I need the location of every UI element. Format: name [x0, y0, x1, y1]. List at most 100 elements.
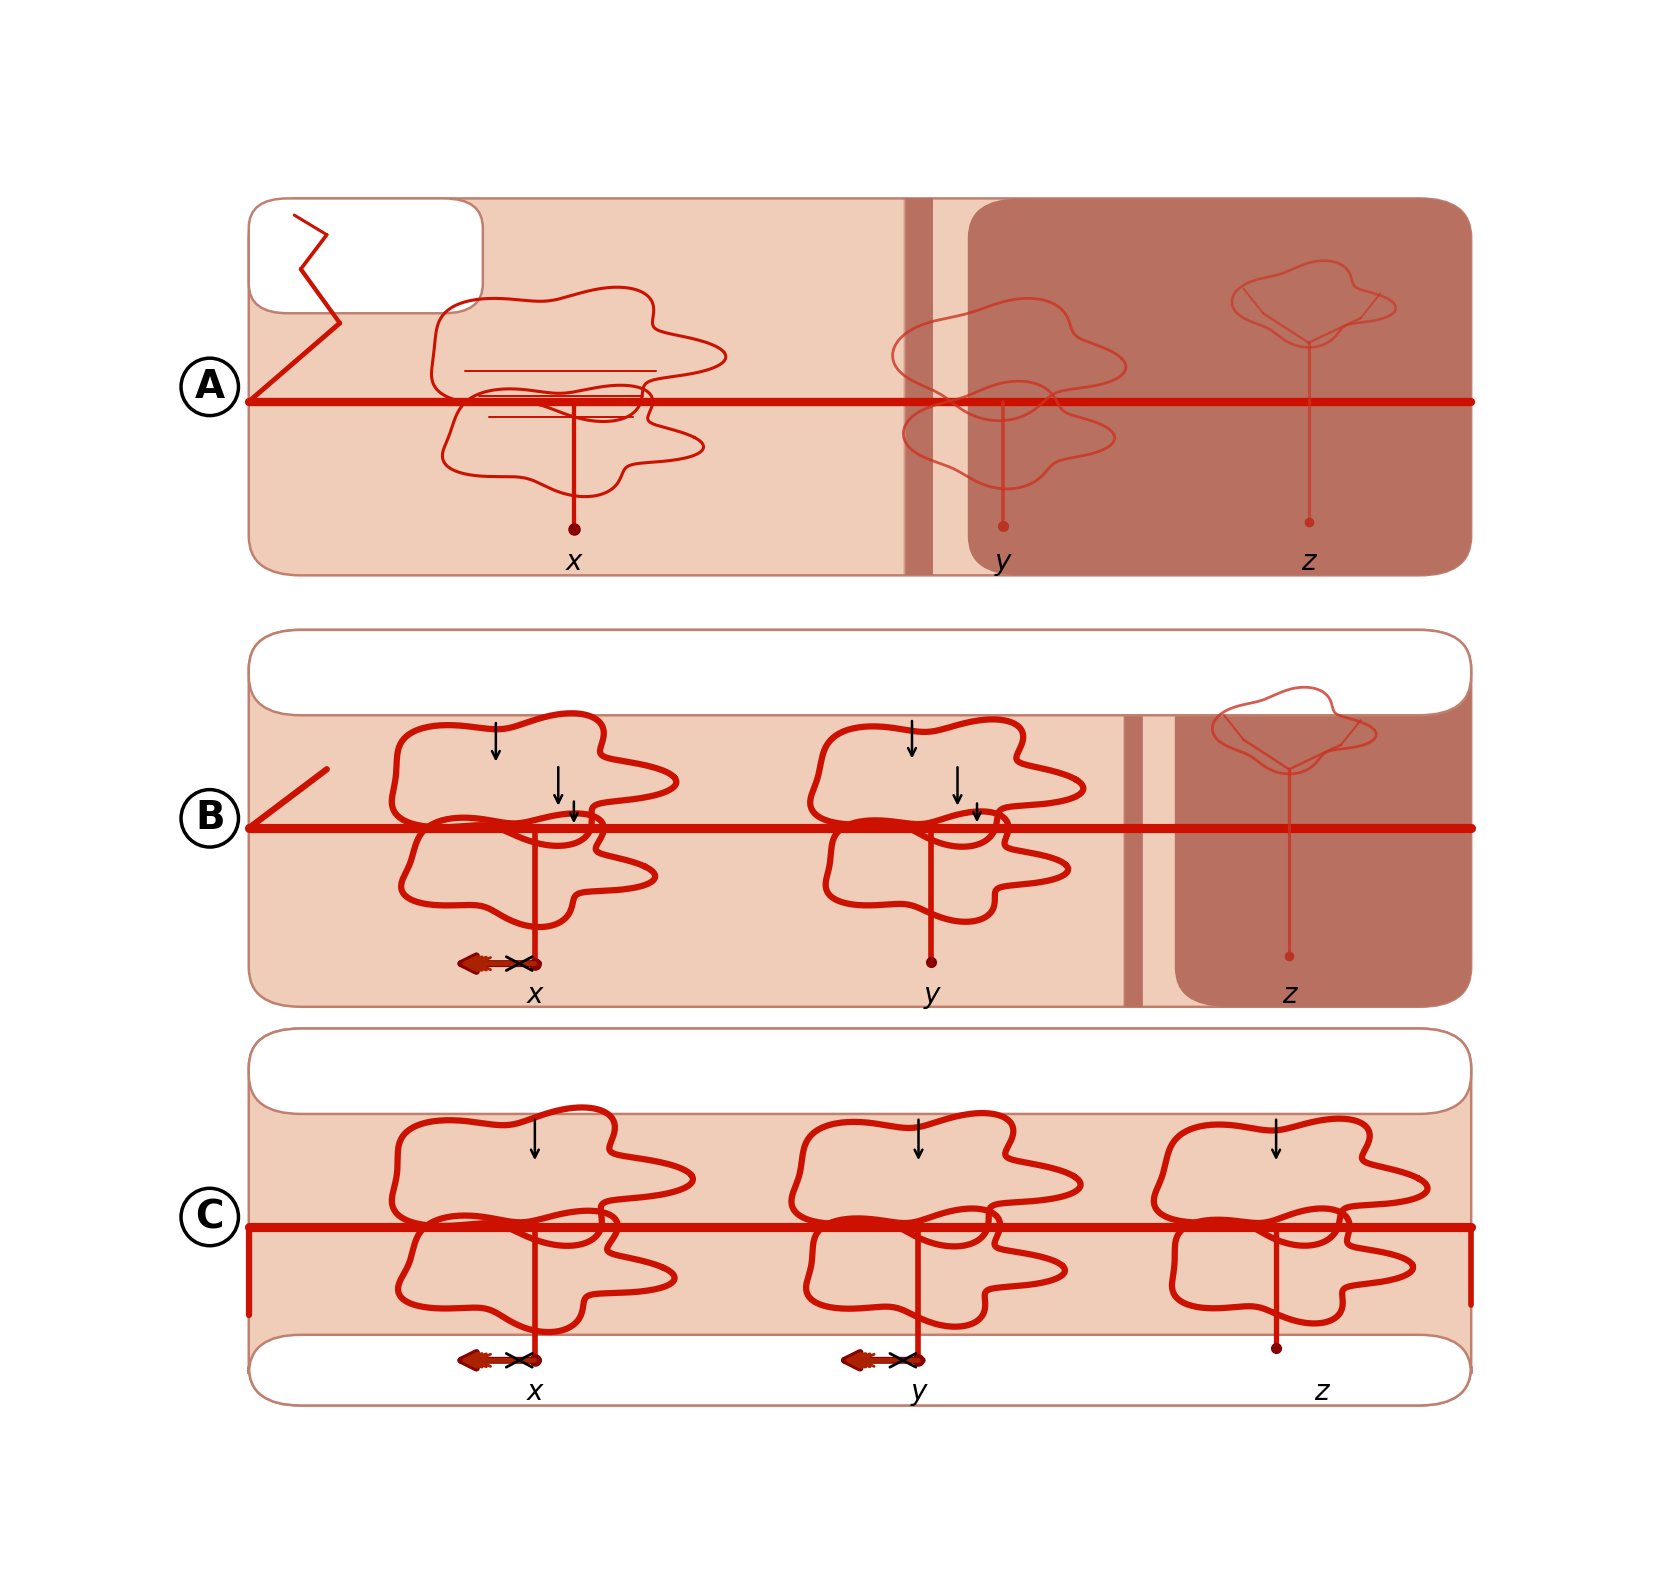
Bar	[1128, 630, 1138, 1007]
Bar	[906, 198, 923, 575]
Bar	[1124, 630, 1136, 1007]
Bar	[1129, 630, 1141, 1007]
Bar	[911, 198, 928, 575]
Text: x: x	[527, 1378, 544, 1405]
Bar	[916, 198, 933, 575]
Bar	[911, 198, 928, 575]
FancyBboxPatch shape	[248, 1029, 1472, 1405]
Bar	[1124, 630, 1134, 1007]
Bar	[1131, 630, 1143, 1007]
Bar	[1131, 630, 1141, 1007]
Text: x: x	[565, 548, 582, 575]
Bar	[913, 198, 930, 575]
Bar	[913, 198, 930, 575]
Bar	[911, 198, 928, 575]
Bar	[916, 198, 933, 575]
Bar	[908, 198, 925, 575]
Bar	[1131, 630, 1143, 1007]
Bar	[1124, 630, 1136, 1007]
Bar	[916, 198, 933, 575]
Bar	[906, 198, 923, 575]
Bar	[915, 198, 931, 575]
Bar	[915, 198, 931, 575]
Bar	[1129, 630, 1141, 1007]
Bar	[1128, 630, 1139, 1007]
Bar	[911, 198, 928, 575]
Bar	[904, 198, 921, 575]
Bar	[1124, 630, 1136, 1007]
Bar	[1126, 630, 1138, 1007]
Bar	[1128, 630, 1139, 1007]
Bar	[909, 198, 926, 575]
FancyBboxPatch shape	[248, 1029, 1472, 1113]
Bar	[913, 198, 930, 575]
Bar	[1124, 630, 1136, 1007]
Bar	[1123, 630, 1134, 1007]
Text: x: x	[527, 981, 544, 1008]
Text: z: z	[1314, 1378, 1329, 1405]
Bar	[1129, 630, 1141, 1007]
Bar	[906, 198, 923, 575]
Bar	[1131, 630, 1141, 1007]
Bar	[1126, 630, 1136, 1007]
Bar	[1128, 630, 1139, 1007]
Bar	[904, 198, 921, 575]
Bar	[913, 198, 930, 575]
Bar	[916, 198, 933, 575]
Bar	[908, 198, 925, 575]
Text: A: A	[195, 368, 225, 407]
FancyBboxPatch shape	[968, 198, 1472, 575]
Bar	[1126, 630, 1138, 1007]
Bar	[909, 198, 926, 575]
Bar	[1124, 630, 1136, 1007]
Bar	[1126, 630, 1138, 1007]
FancyBboxPatch shape	[248, 198, 483, 313]
Bar	[1129, 630, 1141, 1007]
Bar	[904, 198, 921, 575]
Bar	[1131, 630, 1143, 1007]
Bar	[1129, 630, 1141, 1007]
Bar	[906, 198, 923, 575]
Text: B: B	[195, 799, 225, 837]
Bar	[1124, 630, 1134, 1007]
Bar	[1126, 630, 1138, 1007]
Text: y: y	[923, 981, 940, 1008]
Bar	[1129, 630, 1141, 1007]
Bar	[908, 198, 925, 575]
Bar	[1131, 630, 1143, 1007]
FancyBboxPatch shape	[248, 198, 1472, 575]
Text: y: y	[909, 1378, 926, 1405]
Bar	[1129, 630, 1139, 1007]
Bar	[903, 198, 920, 575]
FancyBboxPatch shape	[248, 1336, 1472, 1405]
Bar	[1124, 630, 1136, 1007]
Bar	[903, 198, 920, 575]
Bar	[1123, 630, 1134, 1007]
FancyBboxPatch shape	[1175, 630, 1472, 1007]
Text: z: z	[1302, 548, 1316, 575]
Bar	[904, 198, 921, 575]
Bar	[909, 198, 926, 575]
Bar	[1126, 630, 1138, 1007]
Bar	[908, 198, 925, 575]
Text: C: C	[196, 1197, 223, 1235]
Bar	[915, 198, 931, 575]
Bar	[909, 198, 926, 575]
Bar	[1126, 630, 1138, 1007]
Text: y: y	[995, 548, 1012, 575]
Bar	[904, 198, 921, 575]
Bar	[1126, 630, 1136, 1007]
Bar	[1129, 630, 1139, 1007]
FancyBboxPatch shape	[248, 630, 1472, 715]
Bar	[915, 198, 931, 575]
Bar	[1128, 630, 1139, 1007]
Bar	[1128, 630, 1138, 1007]
Bar	[908, 198, 925, 575]
Bar	[913, 198, 930, 575]
Bar	[909, 198, 926, 575]
Bar	[903, 198, 920, 575]
FancyBboxPatch shape	[248, 630, 1472, 1007]
Bar	[915, 198, 931, 575]
Bar	[1128, 630, 1139, 1007]
Text: z: z	[1282, 981, 1297, 1008]
